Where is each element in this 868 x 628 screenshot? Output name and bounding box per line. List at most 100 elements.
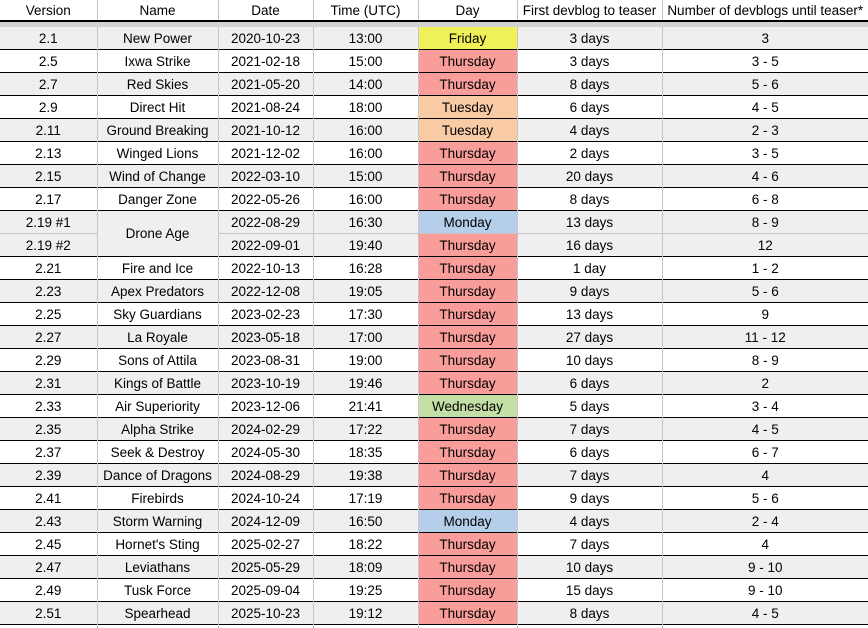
cell-day[interactable]: Tuesday <box>418 119 517 142</box>
cell-day[interactable]: Thursday <box>418 234 517 257</box>
cell-version[interactable]: 2.21 <box>0 257 97 280</box>
cell-first-devblog[interactable]: 16 days <box>517 234 662 257</box>
cell-version[interactable]: 2.41 <box>0 487 97 510</box>
cell-num-devblogs[interactable]: 3 - 4 <box>662 395 868 418</box>
cell-day[interactable]: Thursday <box>418 418 517 441</box>
cell-first-devblog[interactable]: 3 days <box>517 27 662 50</box>
cell-date[interactable]: 2023-05-18 <box>218 326 313 349</box>
cell-time[interactable]: 19:38 <box>313 464 418 487</box>
cell-date[interactable]: 2021-05-20 <box>218 73 313 96</box>
cell-time[interactable]: 16:30 <box>313 211 418 234</box>
cell-version[interactable]: 2.25 <box>0 303 97 326</box>
cell-num-devblogs[interactable]: 5 - 6 <box>662 73 868 96</box>
cell-name[interactable]: New Power <box>97 27 218 50</box>
cell-day[interactable]: Monday <box>418 211 517 234</box>
cell-date[interactable]: 2022-12-08 <box>218 280 313 303</box>
cell-date[interactable]: 2025-02-27 <box>218 533 313 556</box>
cell-day[interactable]: Tuesday <box>418 96 517 119</box>
cell-date[interactable]: 2024-12-09 <box>218 510 313 533</box>
cell-version[interactable]: 2.19 #1 <box>0 211 97 234</box>
cell-version[interactable]: 2.45 <box>0 533 97 556</box>
cell-num-devblogs[interactable]: 5 - 6 <box>662 280 868 303</box>
cell-version[interactable]: 2.35 <box>0 418 97 441</box>
cell-day[interactable]: Thursday <box>418 464 517 487</box>
cell-date[interactable]: 2024-08-29 <box>218 464 313 487</box>
cell-first-devblog[interactable]: 8 days <box>517 73 662 96</box>
cell-version[interactable]: 2.7 <box>0 73 97 96</box>
column-header-time-utc[interactable]: Time (UTC) <box>313 0 418 21</box>
cell-version[interactable]: 2.37 <box>0 441 97 464</box>
cell-first-devblog[interactable]: 2 days <box>517 142 662 165</box>
cell-num-devblogs[interactable]: 3 <box>662 27 868 50</box>
cell-num-devblogs[interactable]: 11 - 12 <box>662 326 868 349</box>
cell-time[interactable]: 17:22 <box>313 418 418 441</box>
cell-num-devblogs[interactable]: 4 <box>662 533 868 556</box>
cell-version[interactable]: 2.23 <box>0 280 97 303</box>
cell-date[interactable]: 2025-10-23 <box>218 602 313 625</box>
cell-time[interactable]: 16:28 <box>313 257 418 280</box>
cell-time[interactable]: 21:41 <box>313 395 418 418</box>
cell-num-devblogs[interactable]: 6 - 8 <box>662 188 868 211</box>
cell-day[interactable]: Thursday <box>418 188 517 211</box>
cell-num-devblogs[interactable]: 8 - 9 <box>662 349 868 372</box>
cell-day[interactable]: Thursday <box>418 602 517 625</box>
column-header-version[interactable]: Version <box>0 0 97 21</box>
cell-day[interactable]: Monday <box>418 510 517 533</box>
cell-day[interactable]: Thursday <box>418 280 517 303</box>
cell-day[interactable]: Wednesday <box>418 395 517 418</box>
cell-first-devblog[interactable]: 10 days <box>517 349 662 372</box>
cell-time[interactable]: 19:40 <box>313 234 418 257</box>
cell-version[interactable]: 2.27 <box>0 326 97 349</box>
cell-name[interactable]: Hornet's Sting <box>97 533 218 556</box>
cell-name[interactable]: Apex Predators <box>97 280 218 303</box>
cell-num-devblogs[interactable]: 1 - 2 <box>662 257 868 280</box>
cell-num-devblogs[interactable]: 3 - 5 <box>662 142 868 165</box>
cell-num-devblogs[interactable]: 9 <box>662 303 868 326</box>
cell-time[interactable]: 17:30 <box>313 303 418 326</box>
cell-name[interactable]: Firebirds <box>97 487 218 510</box>
cell-first-devblog[interactable]: 9 days <box>517 280 662 303</box>
cell-version[interactable]: 2.31 <box>0 372 97 395</box>
cell-day[interactable]: Friday <box>418 27 517 50</box>
column-header-day[interactable]: Day <box>418 0 517 21</box>
cell-time[interactable]: 13:00 <box>313 27 418 50</box>
cell-version[interactable]: 2.43 <box>0 510 97 533</box>
cell-time[interactable]: 18:09 <box>313 556 418 579</box>
cell-name[interactable]: Sky Guardians <box>97 303 218 326</box>
cell-first-devblog[interactable]: 6 days <box>517 96 662 119</box>
cell-num-devblogs[interactable]: 4 <box>662 464 868 487</box>
cell-version[interactable]: 2.29 <box>0 349 97 372</box>
cell-date[interactable]: 2022-05-26 <box>218 188 313 211</box>
cell-version[interactable]: 2.17 <box>0 188 97 211</box>
cell-time[interactable]: 19:46 <box>313 372 418 395</box>
cell-num-devblogs[interactable]: 4 - 5 <box>662 96 868 119</box>
cell-num-devblogs[interactable]: 4 - 5 <box>662 602 868 625</box>
cell-time[interactable]: 15:00 <box>313 165 418 188</box>
cell-time[interactable]: 16:00 <box>313 142 418 165</box>
cell-first-devblog[interactable]: 13 days <box>517 211 662 234</box>
cell-date[interactable]: 2022-08-29 <box>218 211 313 234</box>
cell-date[interactable]: 2024-02-29 <box>218 418 313 441</box>
cell-day[interactable]: Thursday <box>418 579 517 602</box>
cell-name[interactable]: Sons of Attila <box>97 349 218 372</box>
cell-date[interactable]: 2022-10-13 <box>218 257 313 280</box>
cell-day[interactable]: Thursday <box>418 142 517 165</box>
cell-version[interactable]: 2.1 <box>0 27 97 50</box>
cell-name[interactable]: Winged Lions <box>97 142 218 165</box>
cell-version[interactable]: 2.15 <box>0 165 97 188</box>
cell-version[interactable]: 2.33 <box>0 395 97 418</box>
cell-time[interactable]: 16:00 <box>313 188 418 211</box>
cell-name[interactable]: Leviathans <box>97 556 218 579</box>
cell-name[interactable]: Wind of Change <box>97 165 218 188</box>
cell-time[interactable]: 19:00 <box>313 349 418 372</box>
cell-day[interactable]: Thursday <box>418 556 517 579</box>
cell-name[interactable]: Spearhead <box>97 602 218 625</box>
cell-time[interactable]: 19:05 <box>313 280 418 303</box>
cell-day[interactable]: Thursday <box>418 441 517 464</box>
cell-first-devblog[interactable]: 5 days <box>517 395 662 418</box>
cell-name[interactable]: Drone Age <box>97 211 218 257</box>
cell-first-devblog[interactable]: 7 days <box>517 533 662 556</box>
cell-date[interactable]: 2021-12-02 <box>218 142 313 165</box>
cell-num-devblogs[interactable]: 9 - 10 <box>662 556 868 579</box>
cell-num-devblogs[interactable]: 4 - 6 <box>662 165 868 188</box>
